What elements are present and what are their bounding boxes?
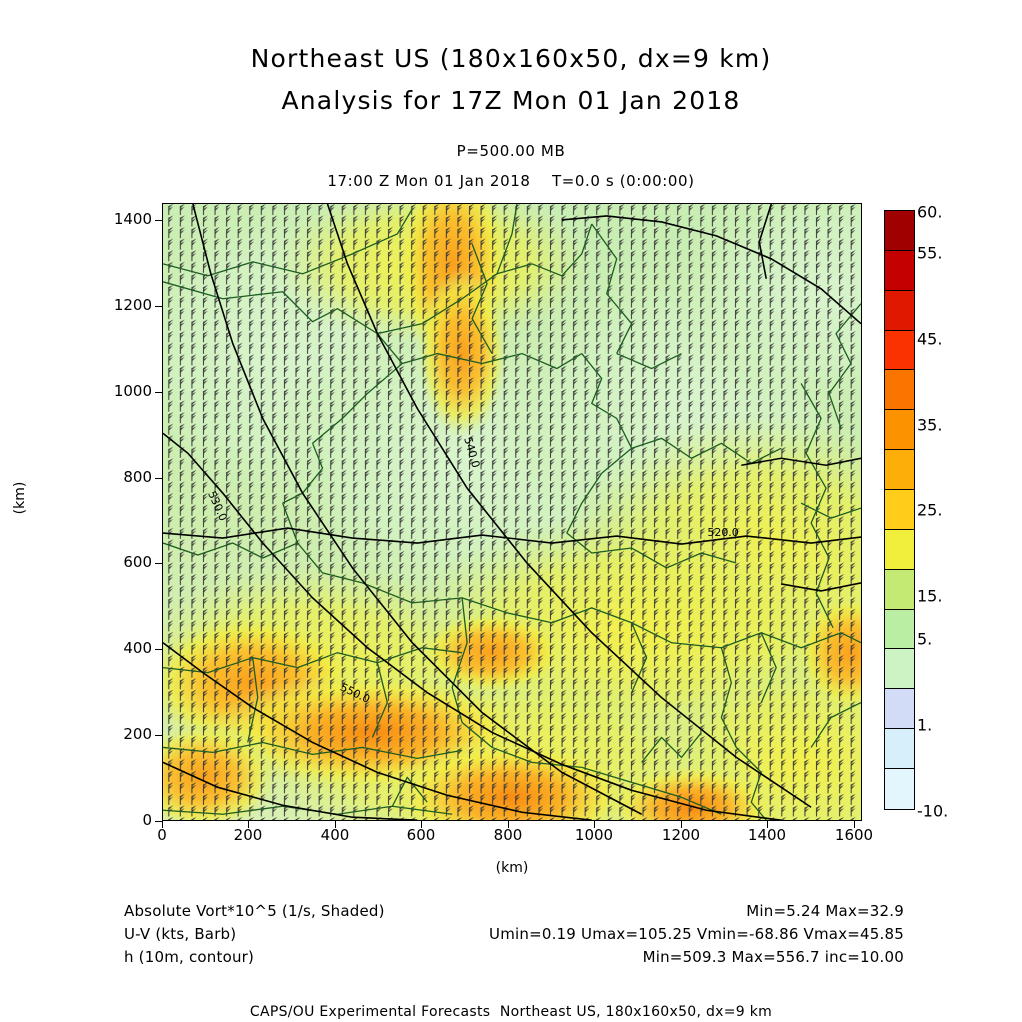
state-boundaries — [163, 204, 861, 820]
colorbar-cell-11 — [885, 649, 914, 690]
colorbar-cell-14 — [885, 769, 914, 809]
colorbar-tick-label: 5. — [917, 629, 933, 649]
annotation-field-1: U-V (kts, Barb) — [124, 925, 237, 943]
x-axis-tick-label: 1400 — [747, 826, 787, 844]
wind-barb-overlay — [163, 204, 861, 820]
colorbar-cell-7 — [885, 490, 914, 530]
colorbar-tick-label: 15. — [917, 586, 943, 606]
colorbar-cell-4 — [885, 370, 914, 411]
x-axis-title: (km) — [495, 860, 529, 876]
x-axis-tick-label: 400 — [320, 826, 350, 844]
colorbar-cell-1 — [885, 250, 914, 291]
y-tick — [155, 735, 162, 736]
pressure-level-label: P=500.00 MB — [456, 142, 566, 160]
colorbar-cell-12 — [885, 689, 914, 730]
page-title-line2: Analysis for 17Z Mon 01 Jan 2018 — [281, 86, 741, 115]
x-axis-tick-label: 600 — [406, 826, 436, 844]
y-tick — [155, 478, 162, 479]
annotation-field-0: Absolute Vort*10^5 (1/s, Shaded) — [124, 902, 385, 920]
colorbar-cell-9 — [885, 569, 914, 610]
timestamp-label: 17:00 Z Mon 01 Jan 2018 T=0.0 s (0:00:00… — [327, 172, 695, 190]
x-tick — [767, 821, 768, 828]
y-tick — [155, 649, 162, 650]
colorbar-tick-label: 1. — [917, 715, 933, 735]
annotation-field-2: h (10m, contour) — [124, 948, 255, 966]
colorbar-tick-label: 35. — [917, 415, 943, 435]
colorbar-cell-10 — [885, 609, 914, 650]
colorbar-cell-13 — [885, 729, 914, 770]
y-axis-title: (km) — [12, 481, 28, 515]
colorbar-tick-label: -10. — [917, 801, 949, 821]
x-axis-tick-label: 200 — [233, 826, 263, 844]
annotation-stats-1: Umin=0.19 Umax=105.25 Vmin=-68.86 Vmax=4… — [489, 925, 904, 943]
colorbar-cell-6 — [885, 450, 914, 491]
x-tick — [162, 821, 163, 828]
x-axis-tick-label: 1600 — [834, 826, 874, 844]
x-tick — [421, 821, 422, 828]
x-axis-tick-label: 0 — [157, 826, 167, 844]
y-tick — [155, 392, 162, 393]
colorbar-cell-5 — [885, 410, 914, 451]
x-tick — [248, 821, 249, 828]
x-tick — [508, 821, 509, 828]
colorbar-cell-3 — [885, 330, 914, 371]
y-tick — [155, 220, 162, 221]
y-tick — [155, 821, 162, 822]
footer-text: CAPS/OU Experimental Forecasts Northeast… — [249, 1004, 773, 1020]
y-tick — [155, 563, 162, 564]
annotation-stats-0: Min=5.24 Max=32.9 — [746, 902, 904, 920]
x-axis-tick-label: 1200 — [661, 826, 701, 844]
x-axis-tick-label: 800 — [493, 826, 523, 844]
page-title-line1: Northeast US (180x160x50, dx=9 km) — [250, 44, 772, 73]
colorbar-tick-label: 25. — [917, 500, 943, 520]
vorticity-shaded-field: 540.0 530.0 520.0 550.0 — [163, 204, 861, 820]
y-tick — [155, 306, 162, 307]
colorbar[interactable] — [884, 210, 915, 810]
x-tick — [681, 821, 682, 828]
colorbar-cell-8 — [885, 529, 914, 570]
colorbar-tick-label: 60. — [917, 202, 943, 222]
map-plot-area[interactable]: 540.0 530.0 520.0 550.0 — [162, 203, 862, 821]
x-tick — [335, 821, 336, 828]
colorbar-tick-label: 55. — [917, 243, 943, 263]
colorbar-tick-label: 45. — [917, 329, 943, 349]
svg-text:520.0: 520.0 — [707, 526, 738, 539]
x-tick — [854, 821, 855, 828]
colorbar-cell-0 — [885, 211, 914, 251]
x-axis-tick-label: 1000 — [574, 826, 614, 844]
x-tick — [594, 821, 595, 828]
colorbar-cell-2 — [885, 290, 914, 331]
height-contours — [163, 204, 861, 820]
annotation-stats-2: Min=509.3 Max=556.7 inc=10.00 — [642, 948, 904, 966]
